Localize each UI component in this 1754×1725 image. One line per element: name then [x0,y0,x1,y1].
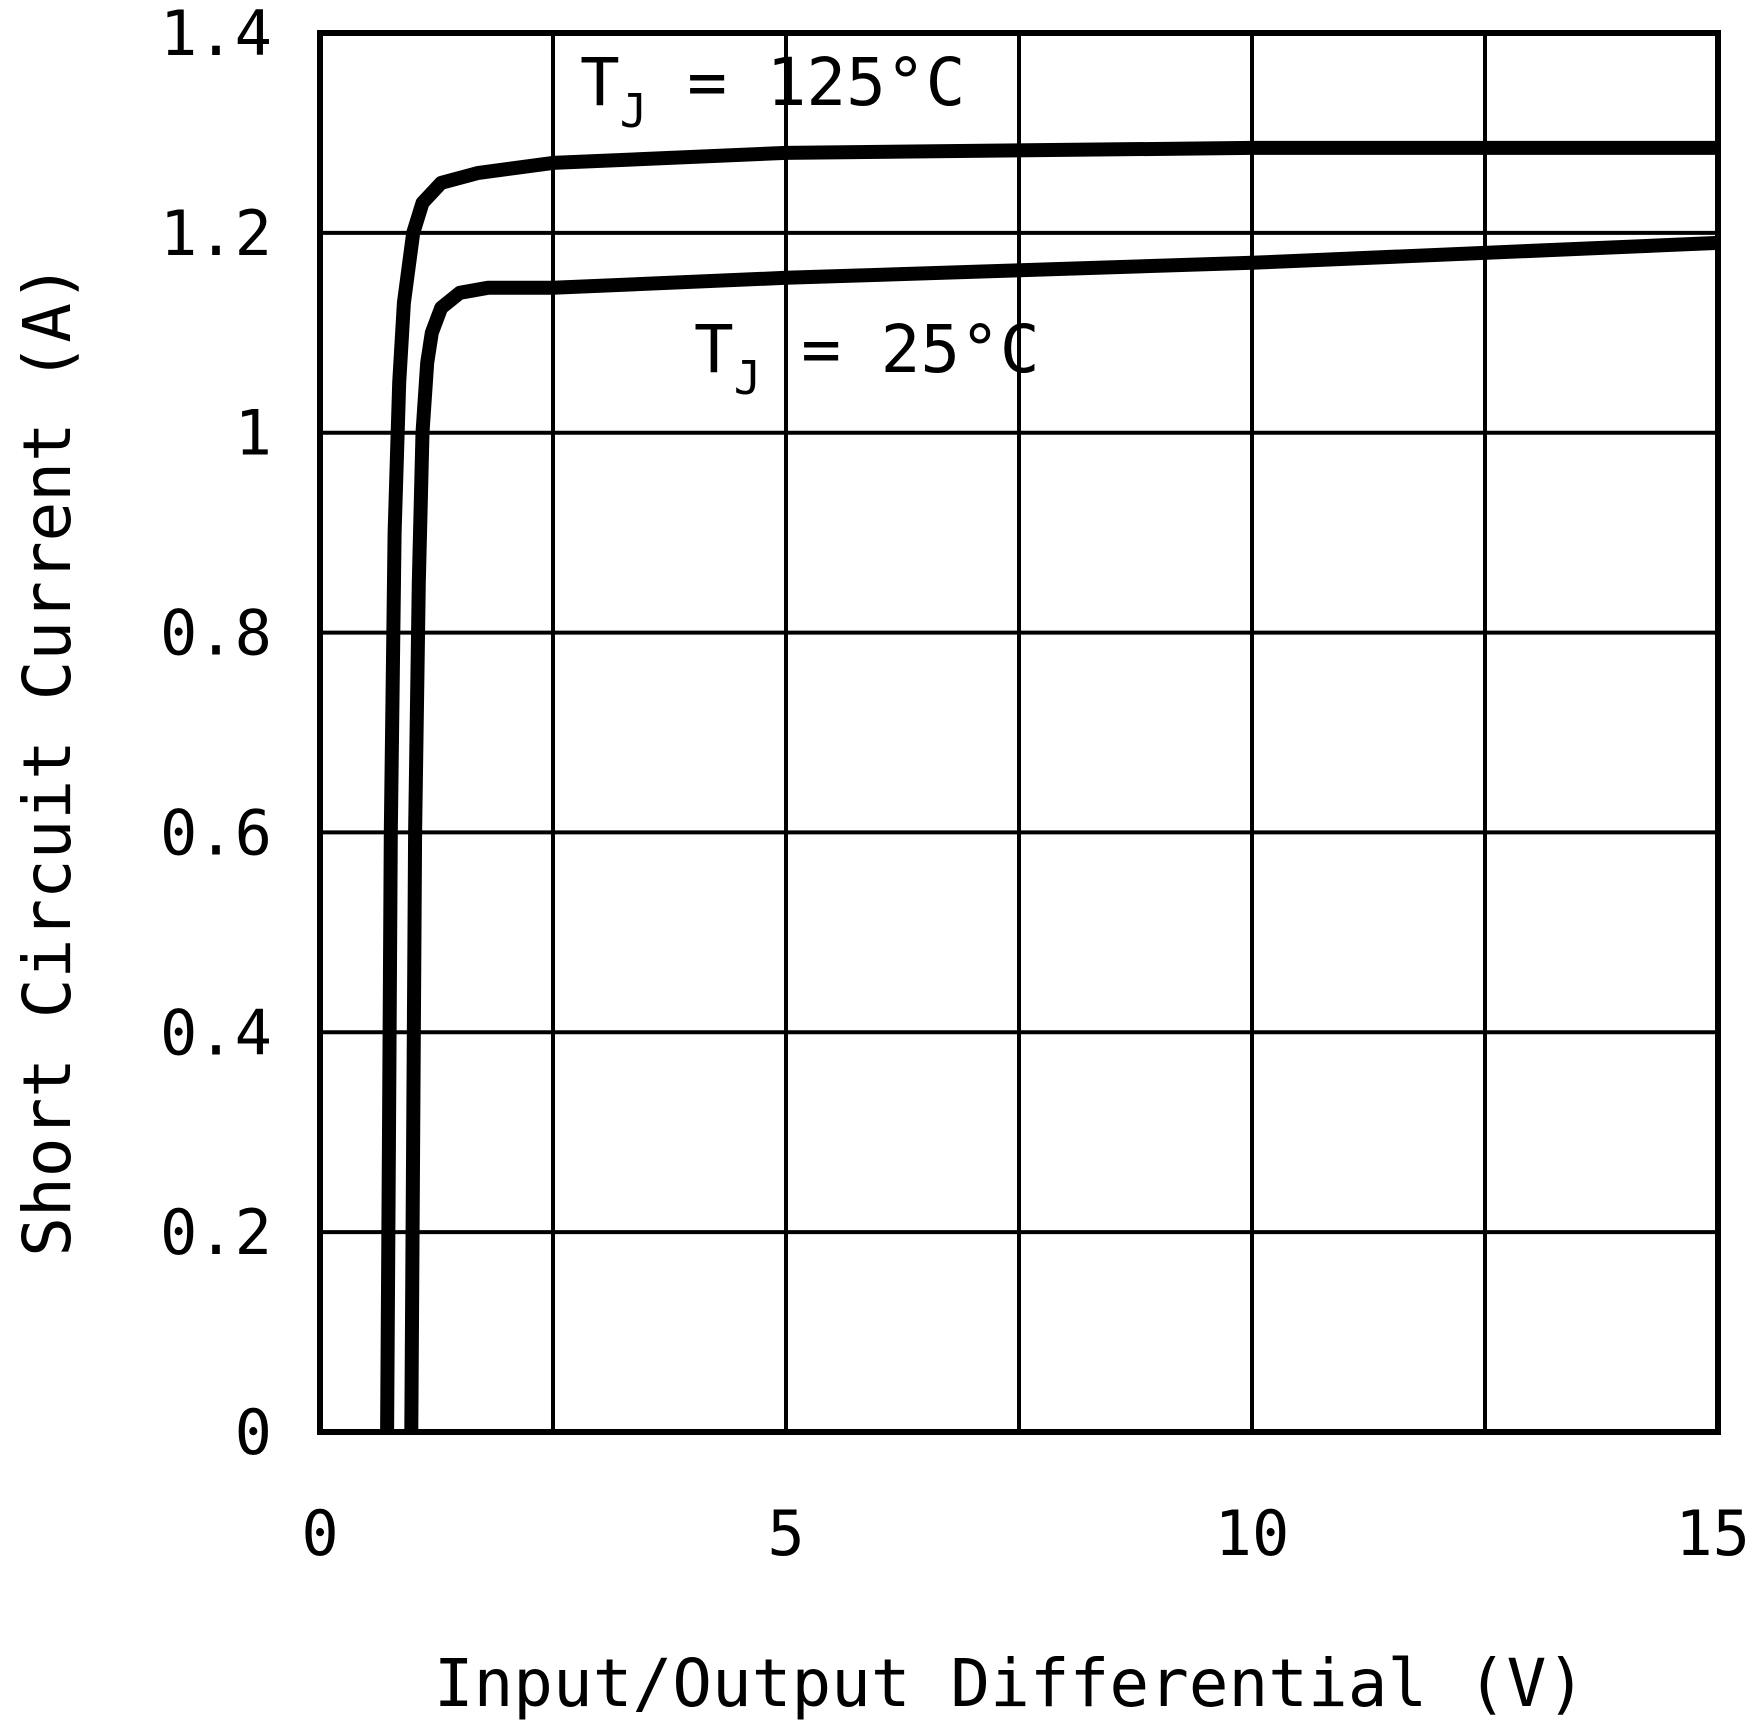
annotation-tj-125-rest: = 125°C [647,44,965,121]
y-tick-label: 1.4 [160,0,272,70]
x-tick-label: 5 [767,1497,804,1570]
grid [320,33,1718,1432]
y-tick-label: 0.4 [160,996,272,1069]
series-layer [380,140,1719,1433]
y-tick-label: 0.8 [160,597,272,670]
annotation-tj-125-main: T [580,44,620,121]
y-tick-labels: 0 0.2 0.4 0.6 0.8 1 1.2 1.4 [160,0,272,1469]
series-line-tj-125 [380,140,1718,1433]
y-tick-label: 1.2 [160,197,272,270]
plot-frame [317,30,1721,1435]
y-axis-label: Short Circuit Current (A) [9,263,86,1256]
plot-border [317,30,1721,1435]
annotation-tj-25: TJ = 25°C [694,311,1040,405]
y-tick-label: 0.6 [160,796,272,869]
series-line-tj-25 [404,235,1719,1433]
y-tick-label: 0.2 [160,1196,272,1269]
annotation-tj-25-main: T [694,311,734,388]
annotation-tj-125-sub: J [620,84,648,138]
annotation-tj-125: TJ = 125°C [580,44,965,138]
x-axis-label: Input/Output Differential (V) [434,1645,1586,1722]
y-tick-label: 0 [235,1396,272,1469]
annotation-tj-25-rest: = 25°C [761,311,1039,388]
y-tick-label: 1 [235,397,272,470]
annotation-tj-25-sub: J [734,351,762,405]
x-tick-label: 15 [1675,1497,1750,1570]
x-tick-label: 10 [1215,1497,1290,1570]
x-tick-labels: 0 5 10 15 [301,1497,1750,1570]
x-tick-label: 0 [301,1497,338,1570]
